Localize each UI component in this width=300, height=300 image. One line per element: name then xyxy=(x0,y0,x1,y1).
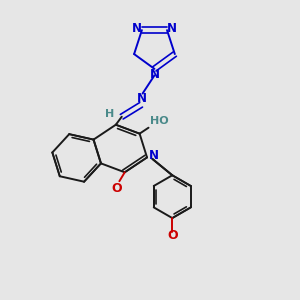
Text: H: H xyxy=(105,109,114,119)
Text: N: N xyxy=(148,149,159,162)
Text: HO: HO xyxy=(151,116,169,126)
Text: N: N xyxy=(132,22,142,35)
Text: O: O xyxy=(167,229,178,242)
Text: O: O xyxy=(111,182,122,195)
Text: N: N xyxy=(167,22,177,35)
Text: N: N xyxy=(137,92,147,105)
Text: N: N xyxy=(149,68,160,81)
